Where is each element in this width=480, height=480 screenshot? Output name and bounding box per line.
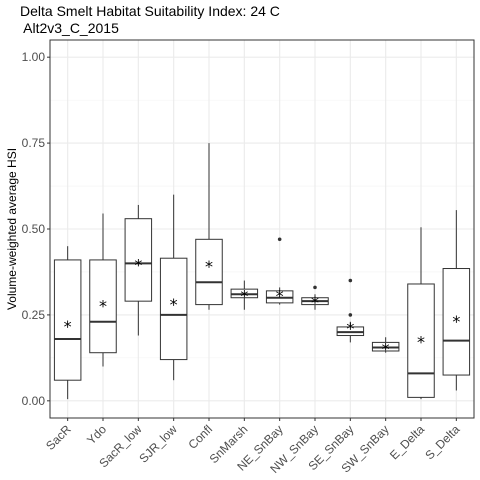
box-SacR_low: * (124, 204, 153, 336)
chart-subtitle: Alt2v3_C_2015 (23, 20, 119, 36)
grid (50, 40, 474, 418)
outlier-point (348, 313, 353, 317)
box-iqr (159, 257, 188, 361)
mean-marker: * (64, 317, 72, 336)
x-tick-label: Confl (185, 422, 215, 452)
mean-marker: * (346, 319, 354, 338)
x-tick-label: SJR_low (136, 422, 180, 466)
outlier-point (348, 278, 353, 283)
mean-marker: * (170, 295, 178, 314)
mean-marker: * (240, 286, 248, 305)
box-Ydo: * (89, 213, 117, 367)
box-NW_SnBay: * (301, 285, 329, 312)
box-S_Delta: * (442, 210, 471, 391)
mean-marker: * (134, 255, 142, 274)
chart-title-main: Delta Smelt Habitat Suitability Index: 2… (20, 3, 280, 19)
mean-marker: * (99, 297, 107, 316)
mean-marker: * (452, 312, 460, 331)
x-tick-label: Ydo (84, 422, 109, 447)
box-iqr (407, 283, 435, 398)
y-tick-label: 0.50 (22, 222, 46, 236)
box-SE_SnBay: * (336, 278, 365, 343)
box-Confl: * (195, 143, 223, 310)
outlier-point (277, 237, 282, 242)
x-tick-label: E_Delta (387, 422, 427, 462)
mean-marker: * (276, 286, 284, 305)
mean-marker: * (417, 333, 425, 352)
y-tick-label: 0.25 (22, 308, 46, 322)
box-SW_SnBay: * (371, 337, 400, 359)
box-SacR: * (53, 246, 82, 400)
y-axis: 0.00 0.25 0.50 0.75 1.00 (22, 50, 50, 408)
mean-marker: * (311, 293, 319, 312)
mean-marker: * (205, 257, 213, 276)
x-tick-label: S_Delta (422, 422, 462, 462)
y-tick-label: 0.00 (22, 394, 46, 408)
boxes: * * * * * * * * * * * * (53, 143, 471, 400)
y-tick-label: 1.00 (22, 50, 46, 64)
box-iqr (53, 259, 82, 381)
chart-title: Delta Smelt Habitat Suitability Index: 2… (20, 3, 280, 37)
box-E_Delta: * (407, 227, 435, 400)
box-iqr (89, 259, 117, 354)
outlier-point (313, 285, 317, 290)
x-tick-label: SacR (43, 422, 74, 453)
box-iqr (124, 218, 153, 302)
y-tick-label: 0.75 (22, 136, 46, 150)
box-NE_SnBay: * (265, 237, 294, 305)
mean-marker: * (382, 340, 390, 359)
box-SJR_low: * (159, 194, 188, 381)
box-SnMarsh: * (230, 280, 259, 310)
box-iqr (195, 238, 223, 306)
y-axis-title: Volume-weighted average HSI (5, 148, 19, 310)
box-iqr (442, 268, 471, 376)
